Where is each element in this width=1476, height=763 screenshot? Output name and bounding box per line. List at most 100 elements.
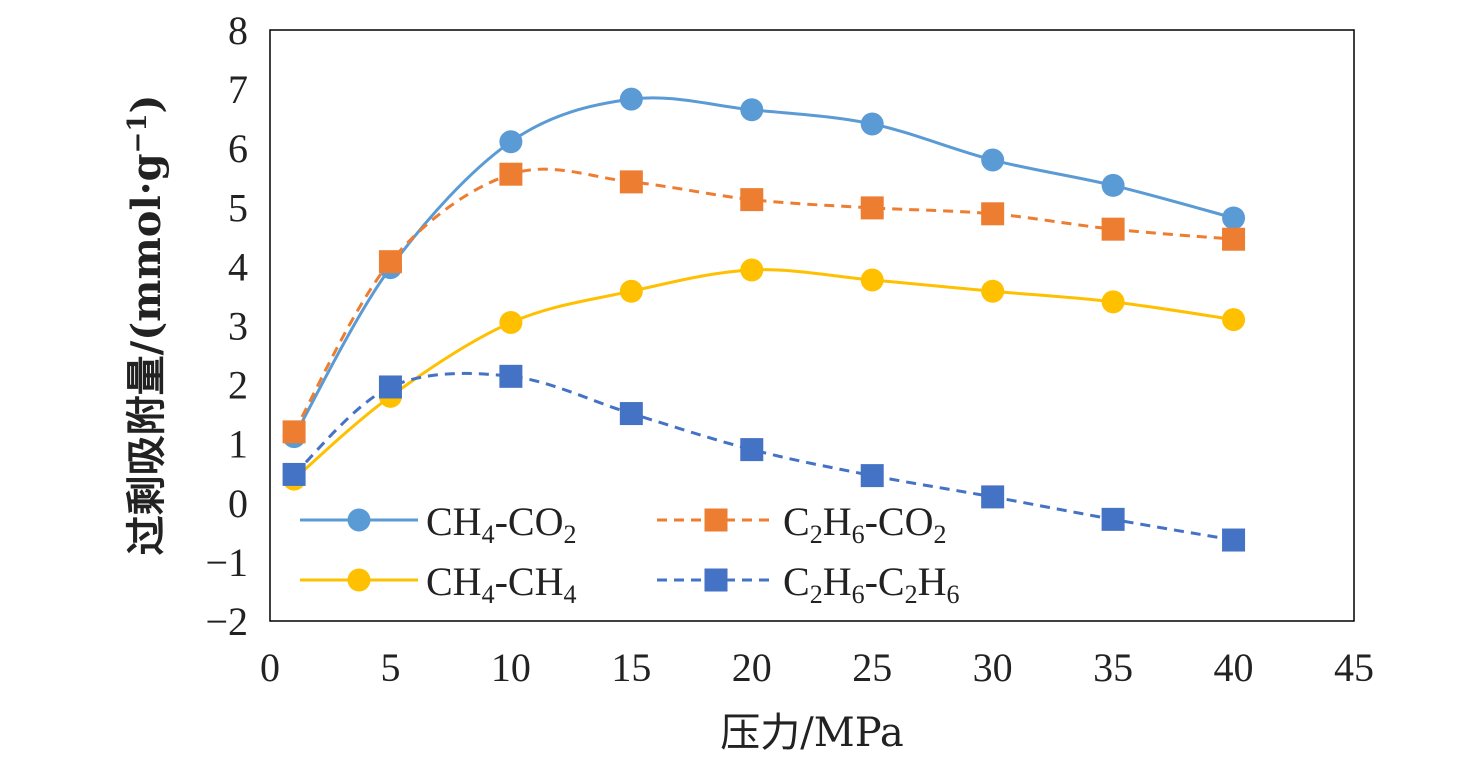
plot-area-frame [269,29,1355,622]
legend-label-subscript: 6 [852,580,865,609]
legend-label-text: -CO [495,499,564,544]
data-point-series-1 [619,87,643,111]
x-tick-label: 0 [260,645,280,690]
x-tick-label: 15 [611,645,651,690]
data-point-series-2 [619,170,643,194]
legend-label-text: CH [426,559,482,604]
y-tick-label: 6 [228,126,248,171]
data-point-series-4 [740,438,764,462]
data-point-series-3 [740,258,764,282]
data-point-series-4 [860,464,884,488]
x-tick-label: 5 [380,645,400,690]
legend-item-3: CH4-CH4 [300,559,576,609]
y-axis-title-main: 过剩吸附量/(mmol·g [123,153,170,555]
x-tick-label: 25 [852,645,892,690]
legend-label-text: -CO [865,499,934,544]
y-axis-title: 过剩吸附量/(mmol·g−1) [123,95,170,556]
series-line-1 [292,96,1234,438]
legend-label: C2H6-C2H6 [783,559,959,609]
y-tick-label: 0 [228,481,248,526]
y-tick-label: 7 [228,67,248,112]
data-point-series-3 [860,268,884,292]
y-tick-label: 1 [228,422,248,467]
legend-item-1: CH4-CO2 [300,499,576,549]
data-point-series-2 [499,162,523,186]
legend-label-text: -CH [495,559,564,604]
legend-label-subscript: 4 [482,580,495,609]
legend-label-text: C [783,499,810,544]
data-point-series-1 [981,148,1005,172]
y-tick-label: 4 [228,244,248,289]
y-tick-label: 3 [228,304,248,349]
y-axis-title-close: ) [123,95,170,114]
legend-label-text: C [783,559,810,604]
legend-label: CH4-CO2 [426,499,576,549]
legend-label-subscript: 4 [563,580,576,609]
legend-label-subscript: 2 [810,580,823,609]
data-point-series-2 [1101,217,1125,241]
data-point-series-2 [740,188,764,212]
data-point-series-3 [1101,290,1125,314]
legend-label-text: CH [426,499,482,544]
data-point-series-3 [981,279,1005,303]
y-tick-label: 5 [228,185,248,230]
y-tick-label: −1 [205,540,248,585]
y-axis-tick-labels: −2 −1 0 1 2 3 4 5 6 7 8 [205,8,248,644]
legend-label-subscript: 6 [946,580,959,609]
x-axis-tick-labels: 0 5 10 15 20 25 30 35 40 45 [260,645,1374,690]
y-tick-label: 2 [228,363,248,408]
legend-label-text: -C [865,559,905,604]
legend-label-text: H [918,559,947,604]
data-point-series-3 [619,279,643,303]
data-point-series-1 [1222,206,1246,230]
data-point-series-4 [378,375,402,399]
x-tick-label: 35 [1093,645,1133,690]
legend-label-subscript: 4 [482,520,495,549]
x-tick-label: 45 [1334,645,1374,690]
x-axis-title: 压力/MPa [720,710,903,756]
series-line-4 [293,371,1234,542]
data-point-series-1 [1101,173,1125,197]
legend-label: C2H6-CO2 [783,499,946,549]
series-markers [282,87,1246,552]
data-point-series-4 [282,462,306,486]
y-axis-title-sup: −1 [123,114,153,154]
data-point-series-2 [1222,227,1246,251]
legend-label-subscript: 2 [810,520,823,549]
data-point-series-1 [740,98,764,122]
data-point-series-4 [1101,507,1125,531]
data-point-series-3 [499,311,523,335]
x-tick-label: 10 [491,645,531,690]
legend-label: CH4-CH4 [426,559,576,609]
data-point-series-2 [981,202,1005,226]
legend-item-4: C2H6-C2H6 [657,559,959,609]
legend-swatch-marker [704,568,728,592]
legend-swatch-marker [704,508,728,532]
x-tick-label: 40 [1214,645,1254,690]
legend-label-subscript: 2 [933,520,946,549]
data-point-series-1 [499,130,523,154]
data-point-series-4 [619,402,643,426]
data-point-series-3 [1222,308,1246,332]
legend-label-subscript: 2 [905,580,918,609]
data-point-series-2 [282,420,306,444]
x-tick-label: 30 [973,645,1013,690]
data-point-series-2 [378,250,402,274]
legend-item-2: C2H6-CO2 [657,499,946,549]
legend-label-text: H [823,499,852,544]
data-point-series-4 [499,364,523,388]
legend-label-subscript: 2 [563,520,576,549]
legend-swatch-marker [347,568,371,592]
series-lines [292,96,1234,542]
legend-label-subscript: 6 [852,520,865,549]
x-tick-label: 20 [732,645,772,690]
y-tick-label: 8 [228,8,248,53]
legend-label-text: H [823,559,852,604]
legend-swatch-marker [347,508,371,532]
data-point-series-4 [981,485,1005,509]
data-point-series-1 [860,112,884,136]
y-tick-label: −2 [205,599,248,644]
data-point-series-2 [860,196,884,220]
